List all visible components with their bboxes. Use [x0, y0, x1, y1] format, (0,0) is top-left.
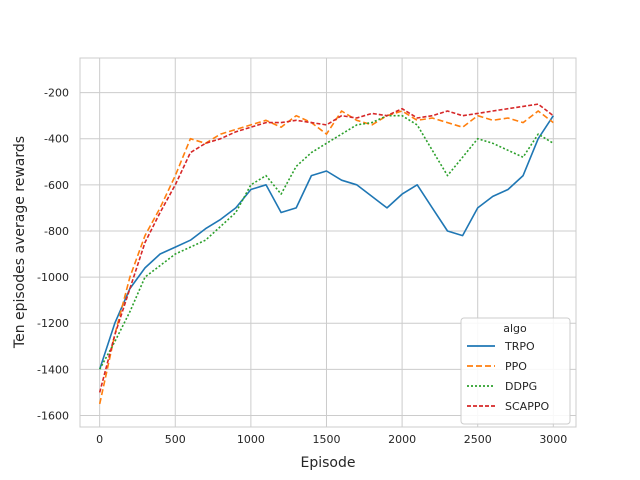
x-tick-label: 1500 [312, 433, 340, 446]
x-tick-label: 3000 [539, 433, 567, 446]
legend-item-scappo: SCAPPO [467, 400, 549, 413]
legend-label: DDPG [505, 380, 537, 393]
x-tick-label: 2500 [464, 433, 492, 446]
y-tick-label: -600 [44, 179, 69, 192]
legend: algo TRPO PPO DDPG SCAPPO [460, 317, 571, 425]
legend-item-trpo: TRPO [467, 340, 535, 353]
series-line-trpo [98, 115, 554, 370]
legend-item-ppo: PPO [467, 360, 527, 373]
series-line-ddpg [98, 114, 554, 370]
tick-labels: 0 500 1000 1500 2000 2500 3000 -1600 -1400 -1200 -… [37, 87, 567, 446]
x-tick-label: 2000 [388, 433, 416, 446]
y-tick-label: -1400 [37, 363, 69, 376]
x-tick-label: 0 [96, 433, 103, 446]
legend-item-ddpg: DDPG [467, 380, 537, 393]
legend-label: PPO [505, 360, 527, 373]
series-line-ppo [98, 110, 554, 405]
plot-frame [79, 57, 577, 428]
x-tick-label: 1000 [237, 433, 265, 446]
y-axis-label: Ten episodes average rewards [12, 136, 28, 349]
legend-label: TRPO [504, 340, 535, 353]
series-lines [98, 103, 554, 405]
legend-box [460, 317, 571, 425]
legend-label: SCAPPO [505, 400, 549, 413]
y-tick-label: -400 [44, 133, 69, 146]
series-line-scappo [98, 103, 554, 393]
y-tick-label: -800 [44, 225, 69, 238]
x-tick-label: 500 [165, 433, 186, 446]
x-axis-label: Episode [301, 455, 356, 471]
y-tick-label: -1000 [37, 271, 69, 284]
legend-title: algo [503, 322, 527, 335]
y-tick-label: -200 [44, 87, 69, 100]
y-tick-label: -1200 [37, 317, 69, 330]
y-tick-label: -1600 [37, 409, 69, 422]
